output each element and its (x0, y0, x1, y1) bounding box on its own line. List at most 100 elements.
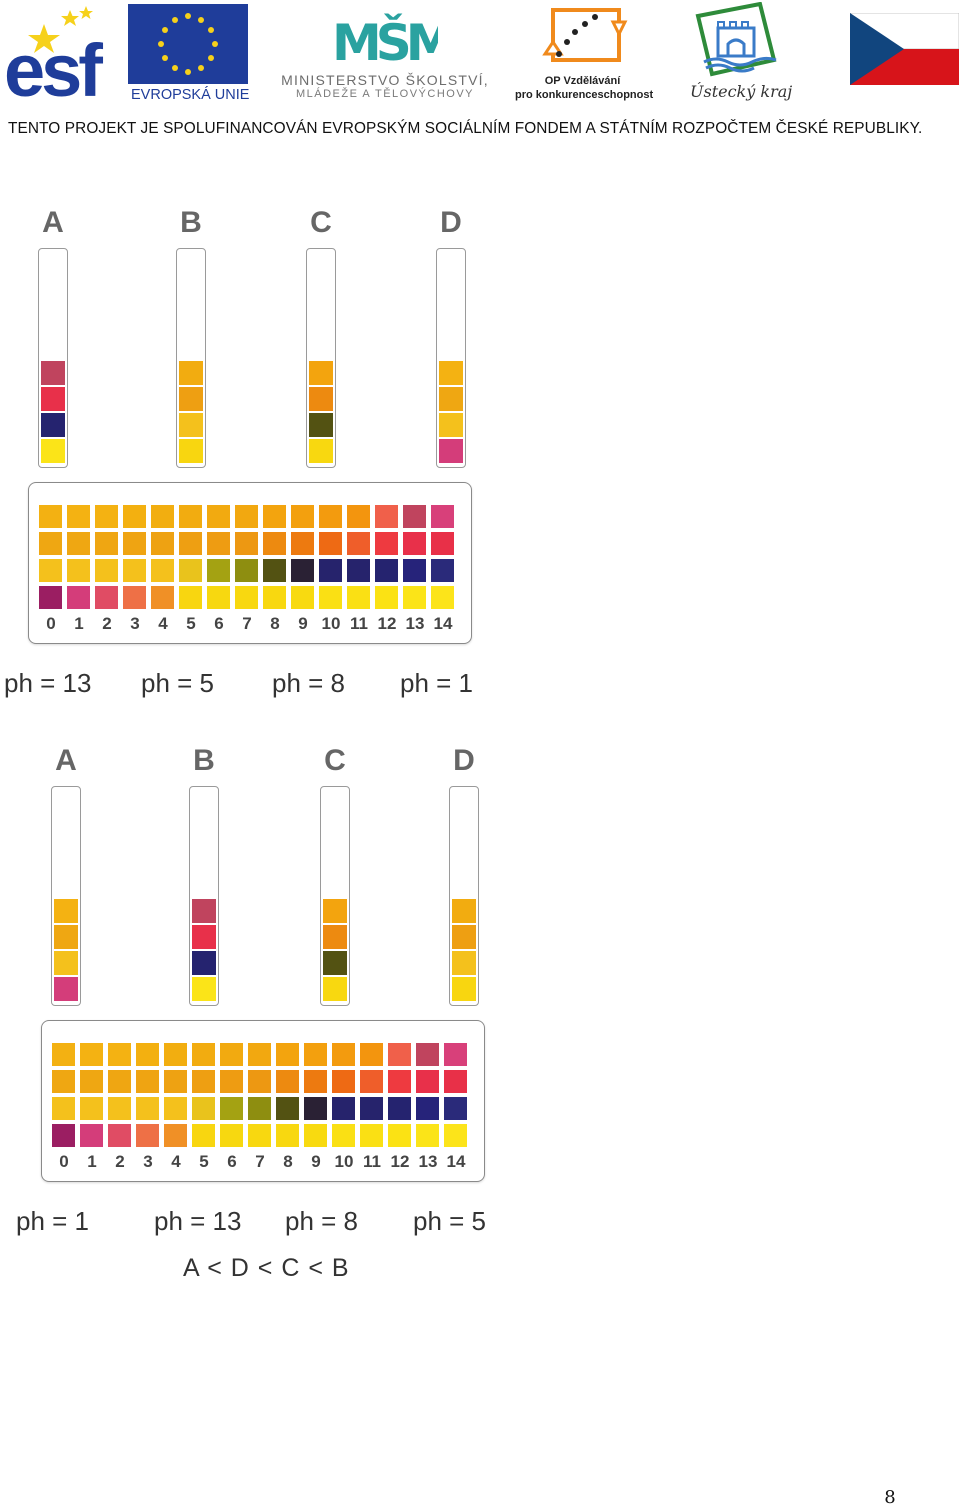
tube-indicator-cell (309, 439, 333, 463)
scale-color-cell (123, 559, 146, 582)
scale-color-cell (192, 1124, 215, 1147)
tube-indicator-cell (452, 951, 476, 975)
scale-ph-number: 6 (214, 614, 224, 633)
scale-ph-number: 2 (102, 614, 112, 633)
tube-indicator-cell (41, 413, 65, 437)
op-vk-mark-icon (542, 8, 628, 62)
scale-color-cell (136, 1070, 159, 1093)
tube-indicator-cell (439, 361, 463, 385)
svg-text:MŠMT: MŠMT (332, 13, 438, 72)
tube-letter: A (42, 206, 64, 239)
esf-eu-logo: esf EVROPSKÁ UNIE (4, 2, 250, 112)
scale-color-cell (444, 1124, 467, 1147)
scale-color-cell (444, 1070, 467, 1093)
scale-color-cell (52, 1124, 75, 1147)
scale-color-cell (220, 1124, 243, 1147)
page-number: 8 (884, 1487, 896, 1508)
scale-color-cell (360, 1070, 383, 1093)
tube-indicator-cell (41, 361, 65, 385)
test-tube (51, 786, 81, 1006)
scale-color-cell (248, 1070, 271, 1093)
scale-ph-number: 13 (405, 614, 425, 633)
scale-color-cell (207, 505, 230, 528)
ph-color-scale: 0 1 2 3 4 5 6 7 8 9 10 11 12 13 14 (41, 1020, 485, 1182)
scale-color-cell (416, 1043, 439, 1066)
tube-letter: D (440, 206, 462, 239)
test-tube (189, 786, 219, 1006)
ph-result-label: ph = 8 (272, 668, 346, 698)
ph-result-label: ph = 5 (413, 1206, 487, 1236)
scale-ph-number: 7 (242, 614, 252, 633)
scale-color-cell (136, 1043, 159, 1066)
czech-flag-icon (849, 12, 960, 85)
scale-color-cell (416, 1097, 439, 1120)
scale-color-cell (291, 532, 314, 555)
ph-result-label: ph = 13 (4, 668, 92, 698)
scale-color-cell (332, 1043, 355, 1066)
scale-color-cell (80, 1097, 103, 1120)
scale-ph-number: 0 (46, 614, 56, 633)
eu-label: EVROPSKÁ UNIE (131, 86, 250, 102)
scale-color-cell (220, 1097, 243, 1120)
scale-ph-number: 2 (115, 1152, 125, 1171)
tube-indicator-cell (192, 925, 216, 949)
scale-color-cell (360, 1043, 383, 1066)
tube-indicator-cell (309, 387, 333, 411)
tube-indicator-cell (54, 951, 78, 975)
scale-ph-number: 3 (143, 1152, 153, 1171)
scale-ph-number: 0 (59, 1152, 69, 1171)
scale-color-cell (388, 1124, 411, 1147)
scale-color-cell (319, 505, 342, 528)
scale-color-cell (39, 586, 62, 609)
test-tube (38, 248, 68, 468)
scale-color-cell (67, 532, 90, 555)
scale-color-cell (220, 1043, 243, 1066)
op-vk-line2: pro konkurenceschopnost (515, 89, 654, 101)
ph-result-label: ph = 5 (141, 668, 215, 698)
op-vk-line1: OP Vzdělávání (544, 75, 621, 87)
region-name: Ústecký kraj (690, 82, 793, 101)
scale-color-cell (235, 505, 258, 528)
scale-color-cell (248, 1097, 271, 1120)
scale-color-cell (375, 532, 398, 555)
acidity-order: A < D < C < B (183, 1254, 350, 1282)
tube-indicator-cell (323, 951, 347, 975)
scale-color-cell (291, 559, 314, 582)
tube-indicator-cell (439, 413, 463, 437)
scale-color-cell (164, 1043, 187, 1066)
tube-indicator-cell (179, 361, 203, 385)
scale-color-cell (80, 1043, 103, 1066)
tube-indicator-cell (452, 977, 476, 1001)
scale-color-cell (123, 532, 146, 555)
scale-color-cell (52, 1097, 75, 1120)
tube-letter: C (310, 206, 332, 239)
scale-ph-number: 12 (377, 614, 397, 633)
eu-star-circle (158, 13, 218, 75)
scale-color-cell (304, 1097, 327, 1120)
tube-indicator-cell (192, 951, 216, 975)
tube-indicator-cell (54, 925, 78, 949)
msmt-logo: MŠMT MINISTERSTVO ŠKOLSTVÍ, MLÁDEŽE A TĚ… (280, 2, 490, 100)
ph-result-label: ph = 8 (285, 1206, 359, 1236)
tube-letter: D (453, 744, 475, 777)
tube-letter: B (193, 744, 215, 777)
test-tube (176, 248, 206, 468)
tube-indicator-cell (179, 387, 203, 411)
tube-indicator-cell (309, 413, 333, 437)
msmt-mark-icon: MŠMT (332, 13, 438, 72)
scale-color-cell (263, 586, 286, 609)
scale-color-cell (388, 1097, 411, 1120)
scale-color-cell (304, 1043, 327, 1066)
esf-letters: esf (4, 29, 103, 102)
scale-color-cell (403, 559, 426, 582)
scale-ph-number: 5 (186, 614, 196, 633)
scale-color-cell (375, 505, 398, 528)
header-logos: esf EVROPSKÁ UNIE MŠMT MINISTERSTVO ŠKOL… (0, 0, 960, 112)
scale-ph-number: 13 (418, 1152, 438, 1171)
tube-indicator-cell (41, 387, 65, 411)
scale-color-cell (108, 1097, 131, 1120)
scale-ph-number: 10 (321, 614, 341, 633)
scale-color-cell (332, 1070, 355, 1093)
scale-color-cell (207, 532, 230, 555)
